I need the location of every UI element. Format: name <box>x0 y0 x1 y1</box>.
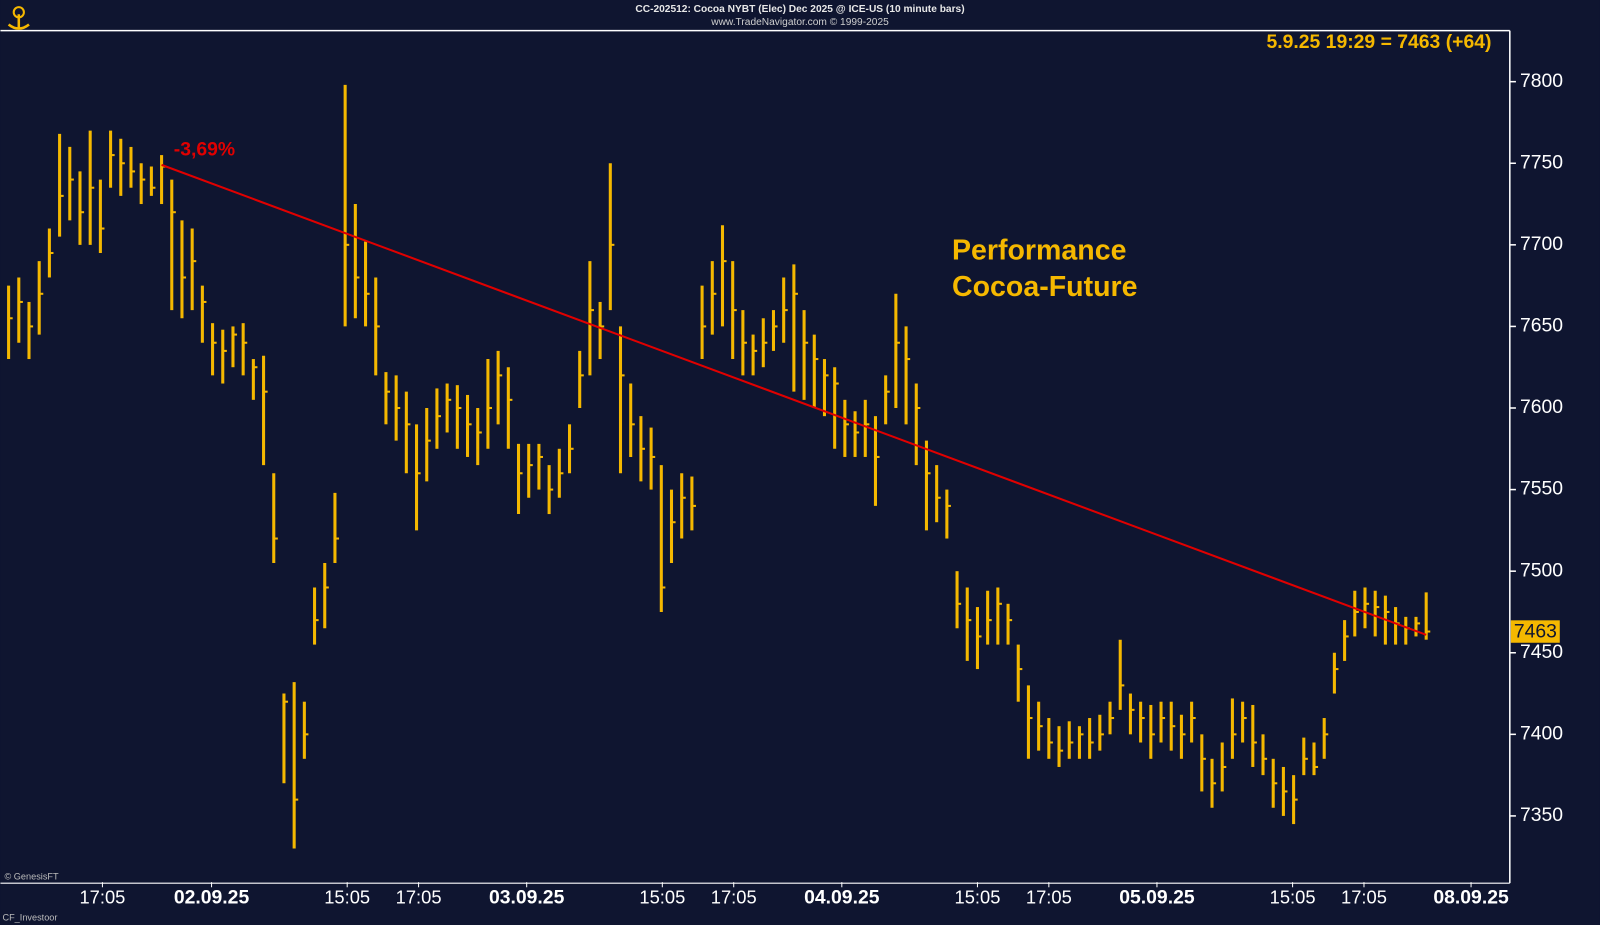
x-tick-label: 08.09.25 <box>1433 887 1509 909</box>
y-tick-label: 7400 <box>1520 722 1563 744</box>
chart-title: CC-202512: Cocoa NYBT (Elec) Dec 2025 @ … <box>635 4 964 15</box>
logo <box>7 6 30 30</box>
y-tick-label: 7700 <box>1520 233 1563 255</box>
x-tick-label: 17:05 <box>1026 886 1072 907</box>
x-tick-label: 17:05 <box>396 886 442 907</box>
price-bars <box>7 84 1431 849</box>
x-tick-label: 17:05 <box>1341 886 1387 907</box>
y-tick-label: 7800 <box>1520 70 1563 92</box>
footer: © GenesisFT <box>5 871 59 881</box>
y-tick-label: 7750 <box>1520 151 1563 173</box>
y-tick-label: 7500 <box>1520 559 1563 581</box>
x-tick-label: 15:05 <box>324 886 370 907</box>
x-tick-label: 15:05 <box>639 886 685 907</box>
price-info: 5.9.25 19:29 = 7463 (+64) <box>1266 31 1491 53</box>
y-tick-label: 7450 <box>1520 641 1563 663</box>
x-tick-label: 02.09.25 <box>174 887 250 909</box>
footer: CF_Investoor <box>2 912 57 922</box>
x-tick-label: 17:05 <box>711 886 757 907</box>
y-tick-label: 7550 <box>1520 478 1563 500</box>
y-tick-label: 7350 <box>1520 804 1563 826</box>
y-tick-label: 7600 <box>1520 396 1563 418</box>
x-tick-label: 04.09.25 <box>804 887 880 909</box>
last-price-label: 7463 <box>1514 621 1557 643</box>
x-tick-label: 17:05 <box>79 886 125 907</box>
trend-line <box>161 163 1427 636</box>
y-tick-label: 7650 <box>1520 315 1563 337</box>
x-tick-label: 03.09.25 <box>489 887 565 909</box>
x-tick-label: 15:05 <box>955 886 1001 907</box>
x-tick-label: 15:05 <box>1270 886 1316 907</box>
x-tick-label: 05.09.25 <box>1119 887 1195 909</box>
annotation: Performance <box>952 234 1127 266</box>
chart-subtitle: www.TradeNavigator.com © 1999-2025 <box>710 17 889 28</box>
annotation: Cocoa-Future <box>952 271 1138 303</box>
last-price-badge <box>1510 620 1560 643</box>
trend-label: -3,69% <box>174 139 235 161</box>
